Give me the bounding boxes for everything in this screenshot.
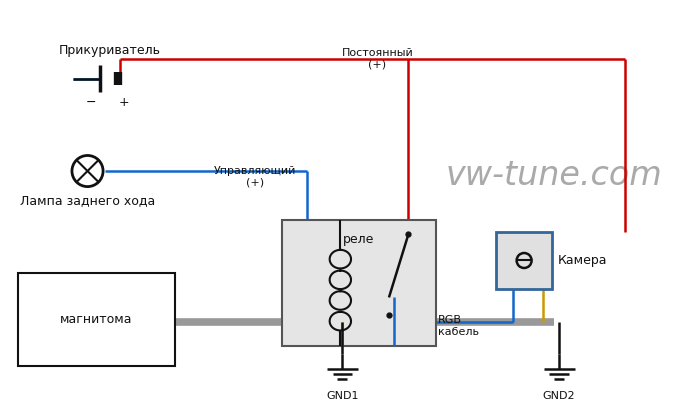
FancyBboxPatch shape xyxy=(18,273,175,366)
FancyBboxPatch shape xyxy=(282,220,436,346)
Text: Прикуриватель: Прикуриватель xyxy=(59,44,161,57)
Text: магнитома: магнитома xyxy=(60,313,133,326)
Text: Управляющий
(+): Управляющий (+) xyxy=(213,166,296,188)
Text: Постоянный
(+): Постоянный (+) xyxy=(341,48,413,69)
Text: Лампа заднего хода: Лампа заднего хода xyxy=(20,194,155,208)
Text: vw-tune.com: vw-tune.com xyxy=(446,159,663,193)
Text: GND2: GND2 xyxy=(543,391,575,401)
Text: RGB
кабель: RGB кабель xyxy=(438,315,479,337)
FancyBboxPatch shape xyxy=(496,232,552,289)
Text: реле: реле xyxy=(343,233,375,246)
Text: −: − xyxy=(86,96,96,109)
Text: GND1: GND1 xyxy=(326,391,358,401)
Text: +: + xyxy=(118,96,129,109)
Text: Камера: Камера xyxy=(558,254,607,267)
